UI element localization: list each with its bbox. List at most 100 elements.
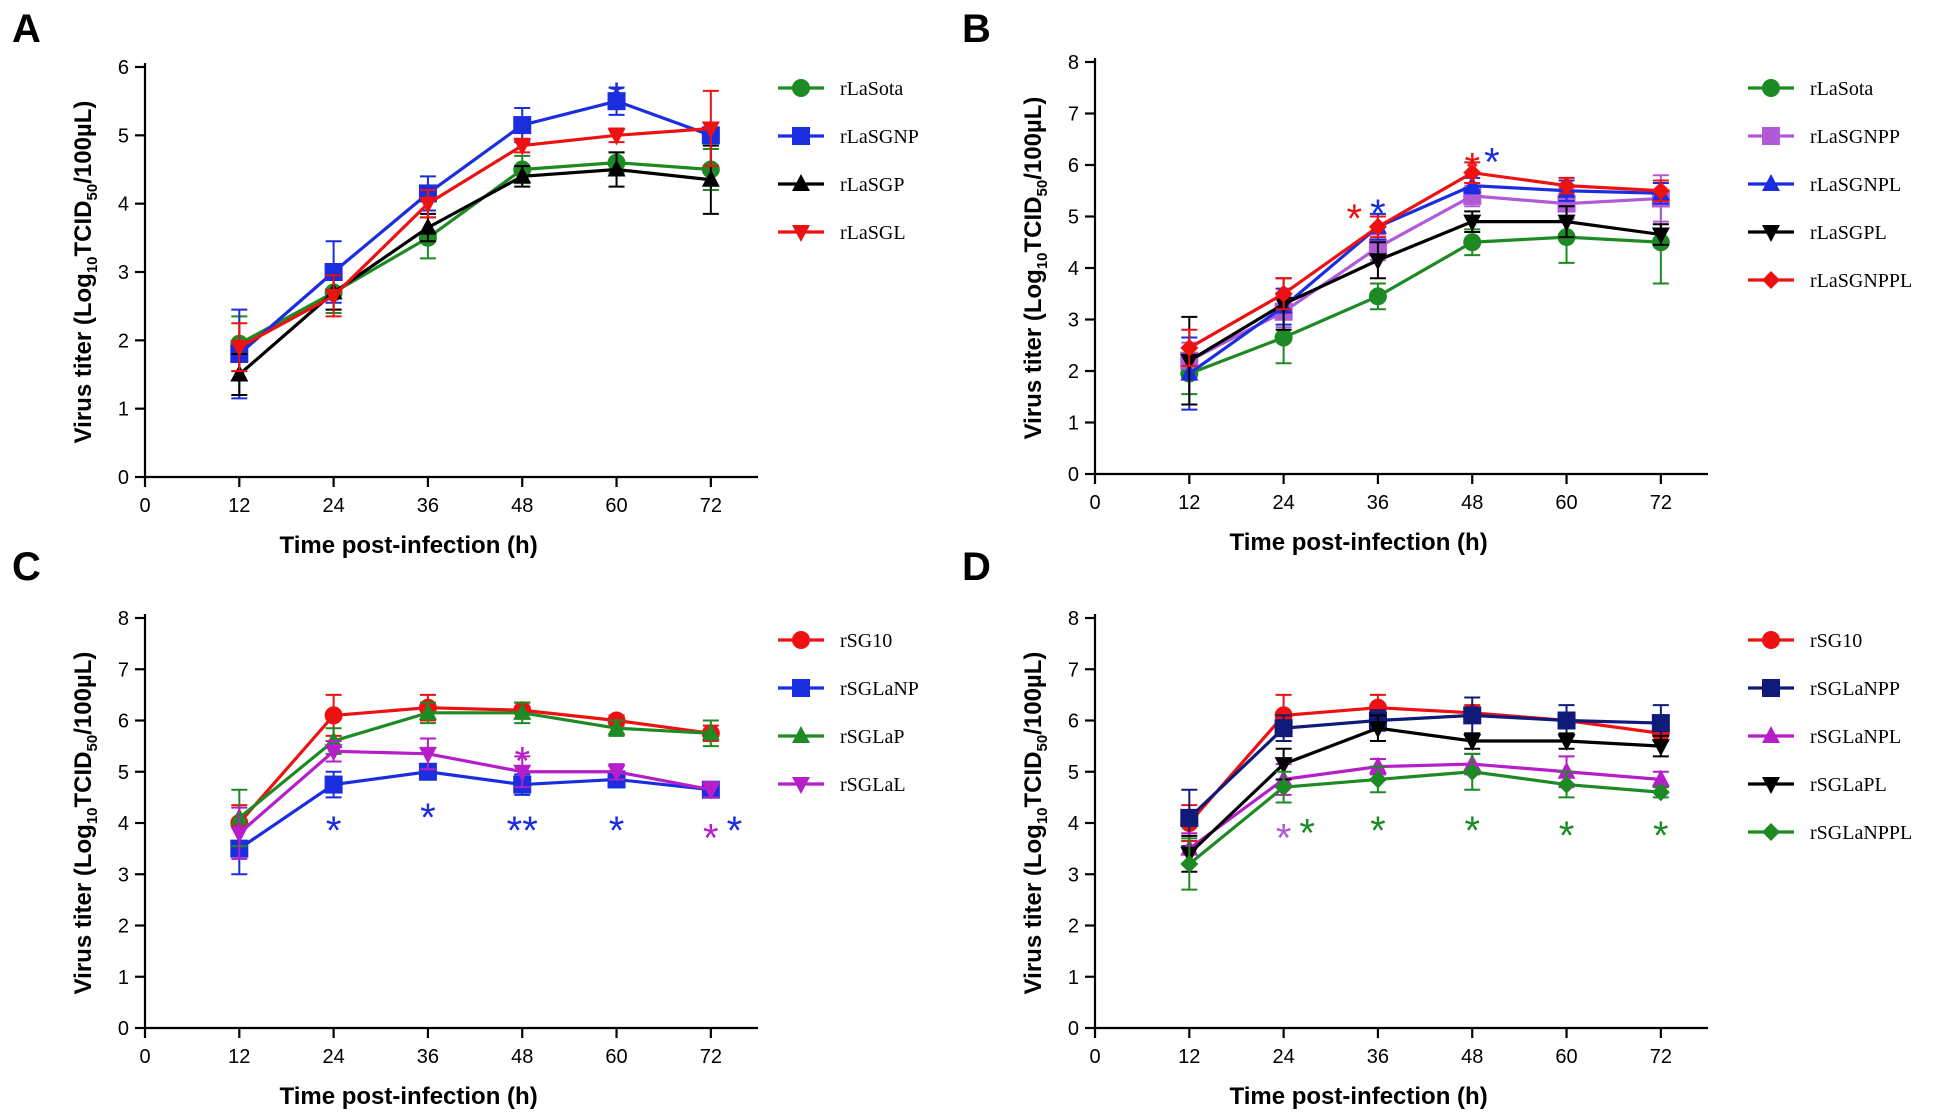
panel-letter-a: A — [12, 7, 41, 51]
y-tick-label: 1 — [1068, 413, 1079, 435]
y-tick-label: 1 — [118, 399, 129, 421]
x-tick-label: 60 — [1555, 492, 1577, 514]
series-line — [1188, 713, 1661, 820]
x-tick-label: 36 — [1367, 492, 1389, 514]
significance-star: * — [1299, 811, 1315, 855]
legend-item-rLaSGL: rLaSGL — [778, 222, 906, 244]
data-point — [1368, 721, 1387, 739]
legend-item-rLaSGNPP: rLaSGNPP — [1748, 126, 1900, 148]
y-tick-label: 8 — [1068, 608, 1079, 630]
data-point — [1463, 175, 1482, 193]
series-rLaSGP — [230, 144, 720, 396]
x-tick-label: 0 — [139, 495, 150, 517]
y-tick-label: 6 — [1068, 711, 1079, 733]
series-line — [1188, 762, 1661, 850]
y-axis-title: Virus titer (Log10TCID50/100µL) — [1020, 652, 1051, 995]
series-line — [1188, 770, 1661, 866]
panel-letter-d: D — [962, 545, 991, 589]
series-rLaSGNPL — [1180, 175, 1670, 411]
significance-star: * — [1559, 814, 1575, 858]
y-tick-label: 7 — [1068, 104, 1079, 126]
series-rSGLaPL — [1180, 714, 1670, 873]
legend-marker — [1762, 726, 1780, 743]
y-tick-label: 5 — [1068, 207, 1079, 229]
x-tick-label: 12 — [1178, 1046, 1200, 1068]
legend-item-rSGLaNPL: rSGLaNPL — [1748, 726, 1901, 748]
legend-marker — [792, 777, 810, 794]
legend-item-rSGLaNP: rSGLaNP — [778, 678, 919, 700]
x-tick-label: 72 — [1650, 492, 1672, 514]
x-tick-label: 0 — [139, 1046, 150, 1068]
data-point — [1463, 706, 1482, 725]
series-line — [1188, 171, 1661, 350]
series-line — [1188, 183, 1661, 375]
data-point — [1463, 163, 1482, 182]
series-rLaSGPL — [1180, 205, 1670, 406]
legend-marker — [792, 225, 810, 242]
x-tick-label: 12 — [1178, 492, 1200, 514]
data-point — [1463, 762, 1482, 781]
data-point — [1368, 253, 1387, 271]
data-point — [607, 159, 626, 177]
y-tick-label: 5 — [1068, 762, 1079, 784]
data-point — [607, 128, 626, 146]
y-axis-title: Virus titer (Log10TCID50/100µL) — [1020, 97, 1051, 440]
x-tick-label: 36 — [417, 1046, 439, 1068]
x-tick-label: 48 — [511, 1046, 533, 1068]
legend-marker — [792, 726, 810, 743]
data-point — [230, 364, 249, 382]
data-point — [513, 138, 532, 156]
significance-star: ** — [507, 809, 538, 853]
x-tick-label: 24 — [322, 495, 344, 517]
data-point — [1180, 855, 1199, 873]
significance-star: * — [420, 796, 436, 840]
series-rSGLaP — [230, 701, 720, 848]
y-tick-label: 4 — [118, 813, 129, 835]
legend-item-rSGLaPL: rSGLaPL — [1748, 774, 1887, 796]
data-point — [1368, 756, 1387, 774]
legend-item-rSGLaNPP: rSGLaNPP — [1748, 678, 1900, 700]
significance-star: * — [1484, 141, 1500, 185]
legend-marker — [1762, 127, 1780, 145]
legend-marker — [1762, 631, 1780, 649]
x-tick-label: 72 — [700, 1046, 722, 1068]
y-tick-label: 7 — [118, 659, 129, 681]
significance-star: * — [514, 740, 530, 784]
y-tick-label: 0 — [1068, 464, 1079, 486]
legend-label: rSGLaP — [840, 726, 904, 748]
significance-star: * — [727, 809, 743, 853]
series-line — [1188, 706, 1662, 825]
y-tick-label: 3 — [118, 262, 129, 284]
data-point — [418, 702, 437, 720]
y-tick-label: 5 — [118, 762, 129, 784]
legend-marker — [1762, 823, 1780, 841]
data-point — [324, 731, 343, 748]
y-tick-label: 2 — [1068, 361, 1079, 383]
significance-star: * — [1347, 197, 1363, 241]
series-line — [238, 167, 712, 376]
legend-label: rSGLaL — [840, 774, 906, 796]
significance-star: * — [609, 809, 625, 853]
data-point — [1463, 214, 1482, 232]
y-tick-label: 1 — [118, 967, 129, 989]
legend-label: rLaSGPL — [1810, 222, 1887, 244]
panel-letter-b: B — [962, 7, 991, 51]
data-point — [230, 340, 249, 358]
series-rSGLaNP — [230, 762, 720, 876]
data-point — [1651, 714, 1670, 733]
data-point — [418, 196, 437, 214]
legend-marker — [1762, 79, 1780, 97]
data-point — [701, 121, 720, 139]
legend-label: rLaSGL — [840, 222, 906, 244]
data-point — [418, 746, 437, 764]
series-rLaSota — [1180, 200, 1670, 396]
data-point — [1274, 757, 1293, 775]
series-line — [238, 161, 711, 346]
data-point — [607, 92, 626, 111]
y-tick-label: 3 — [1068, 864, 1079, 886]
series-rSGLaNPP — [1180, 696, 1670, 848]
y-tick-label: 7 — [1068, 659, 1079, 681]
